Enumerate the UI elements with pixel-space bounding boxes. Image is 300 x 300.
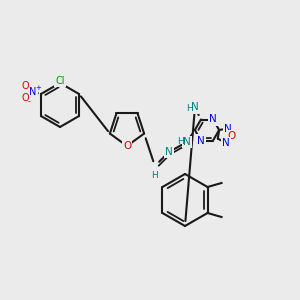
Text: N: N bbox=[224, 124, 232, 134]
Text: H: H bbox=[178, 136, 184, 146]
Text: N: N bbox=[209, 115, 217, 124]
Text: H: H bbox=[152, 170, 158, 179]
Text: +: + bbox=[35, 85, 41, 91]
Text: N: N bbox=[191, 103, 199, 112]
Text: O: O bbox=[228, 131, 236, 141]
Text: N: N bbox=[165, 147, 173, 157]
Text: N: N bbox=[183, 137, 191, 147]
Text: H: H bbox=[187, 104, 193, 113]
Text: N: N bbox=[222, 138, 230, 148]
Text: N: N bbox=[197, 136, 205, 146]
Text: O: O bbox=[21, 81, 29, 91]
Text: -: - bbox=[27, 98, 30, 106]
Text: O: O bbox=[21, 93, 29, 103]
Text: O: O bbox=[123, 141, 131, 151]
Text: Cl: Cl bbox=[55, 76, 65, 86]
Text: N: N bbox=[29, 87, 37, 97]
